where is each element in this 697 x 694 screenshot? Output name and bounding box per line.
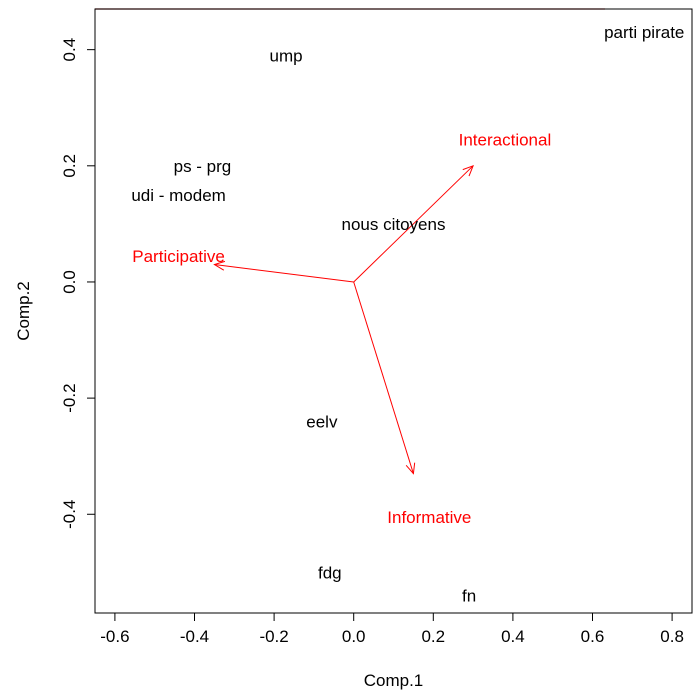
loading-arrow: [214, 264, 354, 283]
point-label: ump: [270, 46, 303, 65]
arrow-head: [405, 462, 416, 475]
point-label: fn: [462, 587, 476, 606]
plot-frame: [94, 8, 693, 614]
loading-arrow: [353, 165, 474, 283]
arrow-label: Informative: [387, 508, 471, 527]
x-tick-label: 0.2: [421, 627, 445, 646]
point-label: nous citoyens: [342, 215, 446, 234]
x-tick-label: 0.0: [342, 627, 366, 646]
x-tick-label: 0.6: [581, 627, 605, 646]
arrow-label: Participative: [132, 247, 225, 266]
y-axis-title: Comp.2: [14, 281, 33, 341]
loading-arrow: [353, 281, 414, 474]
x-tick-label: -0.2: [259, 627, 288, 646]
x-tick-label: 0.8: [660, 627, 684, 646]
point-label: fdg: [318, 563, 342, 582]
x-tick-label: 0.4: [501, 627, 525, 646]
y-tick-label: 0.2: [60, 154, 79, 178]
y-tick-label: -0.2: [60, 383, 79, 412]
y-tick-label: 0.4: [60, 38, 79, 62]
point-label: ps - prg: [174, 157, 232, 176]
y-tick-label: -0.4: [60, 500, 79, 529]
x-axis: -0.6 -0.4 -0.2 0.0 0.2 0.4 0.6 0.8: [100, 613, 684, 646]
x-tick-label: -0.6: [100, 627, 129, 646]
x-axis-title: Comp.1: [364, 671, 424, 690]
score-labels: ump parti pirate ps - prg udi - modem nous c…: [131, 23, 684, 605]
arrow-head: [213, 260, 226, 271]
point-label: parti pirate: [604, 23, 684, 42]
y-axis: -0.4 -0.2 0.0 0.2 0.4: [60, 38, 95, 529]
point-label: eelv: [306, 412, 338, 431]
point-label: udi - modem: [131, 186, 225, 205]
arrow-label: Interactional: [459, 131, 552, 150]
x-tick-label: -0.4: [180, 627, 209, 646]
y-tick-label: 0.0: [60, 270, 79, 294]
arrow-head: [462, 164, 474, 177]
loading-arrows: Participative Interactional Informative: [132, 131, 551, 528]
